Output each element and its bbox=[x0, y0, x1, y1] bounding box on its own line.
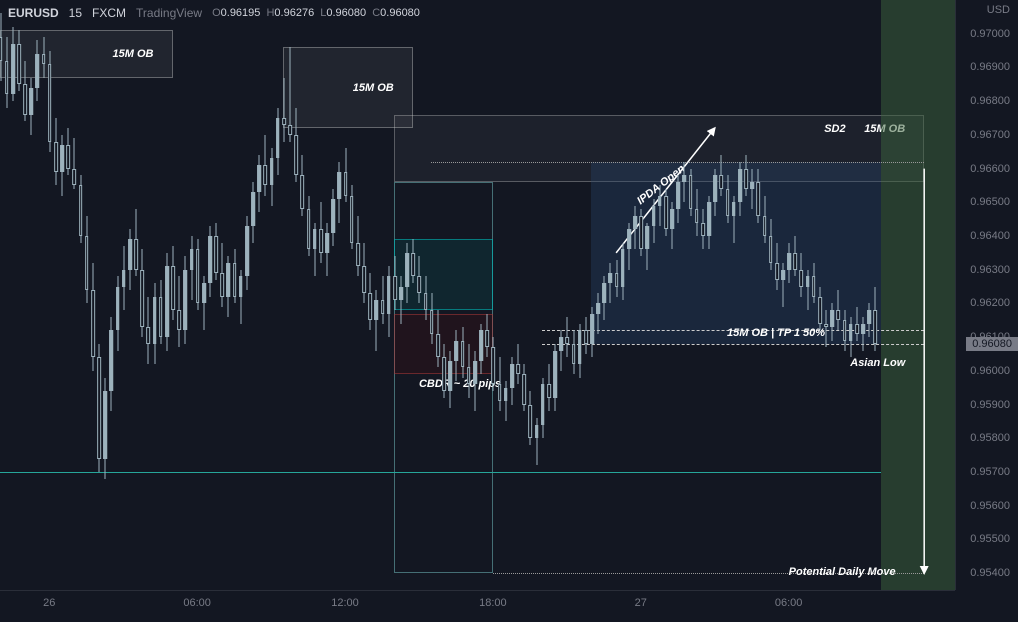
y-tick: 0.95900 bbox=[970, 399, 1010, 411]
y-tick: 0.96200 bbox=[970, 297, 1010, 309]
y-axis-title: USD bbox=[987, 4, 1010, 16]
chart-header: EURUSD 15 FXCM TradingView O0.96195 H0.9… bbox=[8, 6, 423, 20]
x-tick: 18:00 bbox=[479, 597, 507, 609]
y-tick: 0.96900 bbox=[970, 61, 1010, 73]
y-tick: 0.95600 bbox=[970, 500, 1010, 512]
x-tick: 12:00 bbox=[331, 597, 359, 609]
source: FXCM bbox=[92, 6, 126, 20]
x-tick: 06:00 bbox=[775, 597, 803, 609]
y-tick: 0.95500 bbox=[970, 533, 1010, 545]
x-tick: 06:00 bbox=[183, 597, 211, 609]
x-tick: 26 bbox=[43, 597, 55, 609]
y-tick: 0.97000 bbox=[970, 28, 1010, 40]
y-tick: 0.95400 bbox=[970, 567, 1010, 579]
y-tick: 0.96500 bbox=[970, 196, 1010, 208]
ohlc: O0.96195 H0.96276 L0.96080 C0.96080 bbox=[212, 7, 423, 19]
y-tick: 0.95700 bbox=[970, 466, 1010, 478]
y-axis: USD 0.97000 0.96900 0.96800 0.96700 0.96600 0… bbox=[955, 0, 1018, 590]
timeframe: 15 bbox=[69, 6, 82, 20]
x-axis: 26 06:00 12:00 18:00 27 06:00 bbox=[0, 590, 955, 622]
chart-area[interactable]: 15M OB15M OB15M OBSD2CBDR ~ 20 pips15M O… bbox=[0, 0, 955, 590]
y-tick: 0.96300 bbox=[970, 264, 1010, 276]
symbol: EURUSD bbox=[8, 6, 59, 20]
y-tick: 0.96600 bbox=[970, 163, 1010, 175]
brand: TradingView bbox=[136, 6, 202, 20]
y-tick: 0.96400 bbox=[970, 230, 1010, 242]
y-tick: 0.96800 bbox=[970, 95, 1010, 107]
y-tick: 0.96700 bbox=[970, 129, 1010, 141]
last-price-tag: 0.96080 bbox=[966, 337, 1018, 351]
y-tick: 0.96000 bbox=[970, 365, 1010, 377]
x-tick: 27 bbox=[635, 597, 647, 609]
y-tick: 0.95800 bbox=[970, 432, 1010, 444]
